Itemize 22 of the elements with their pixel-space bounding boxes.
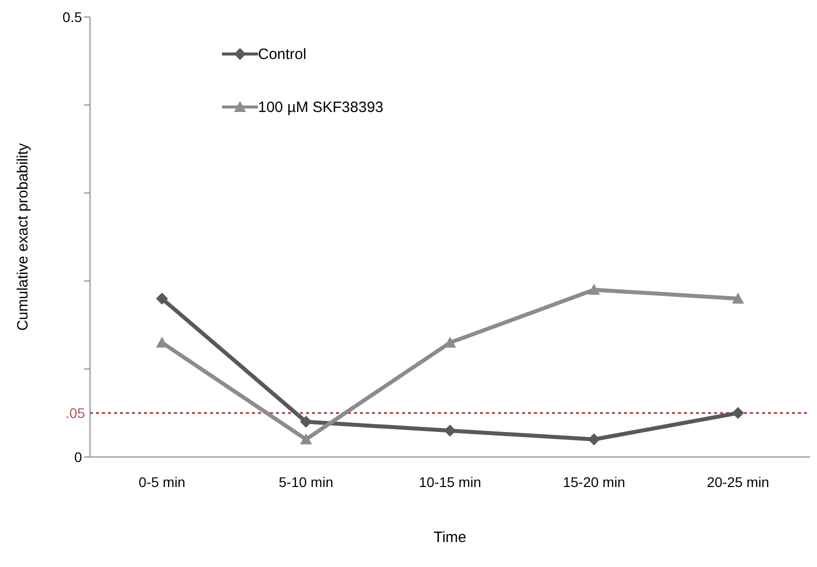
point [732, 292, 744, 304]
point [156, 292, 168, 305]
point [588, 284, 600, 295]
legend-label: 100 µM SKF38393 [258, 98, 384, 116]
x-axis-title: Time [434, 529, 466, 546]
point [444, 424, 456, 437]
y-tick-label: 0 [74, 448, 82, 465]
y-tick-label: 0.5 [62, 8, 82, 25]
y-axis-title: Cumulative exact probability [14, 142, 32, 331]
point [156, 336, 168, 348]
ref-line-label: .05 [66, 404, 86, 421]
point [732, 407, 744, 419]
x-tick-label: 0-5 min [138, 474, 186, 490]
x-tick-label: 10-15 min [418, 474, 482, 490]
x-tick-label: 20-25 min [706, 474, 770, 490]
point [300, 416, 312, 428]
point [300, 433, 312, 444]
x-tick-label: 15-20 min [562, 474, 626, 490]
point [588, 433, 600, 446]
x-tick-label: 5-10 min [278, 474, 334, 490]
point [444, 336, 456, 348]
legend-label: Control [258, 46, 306, 62]
